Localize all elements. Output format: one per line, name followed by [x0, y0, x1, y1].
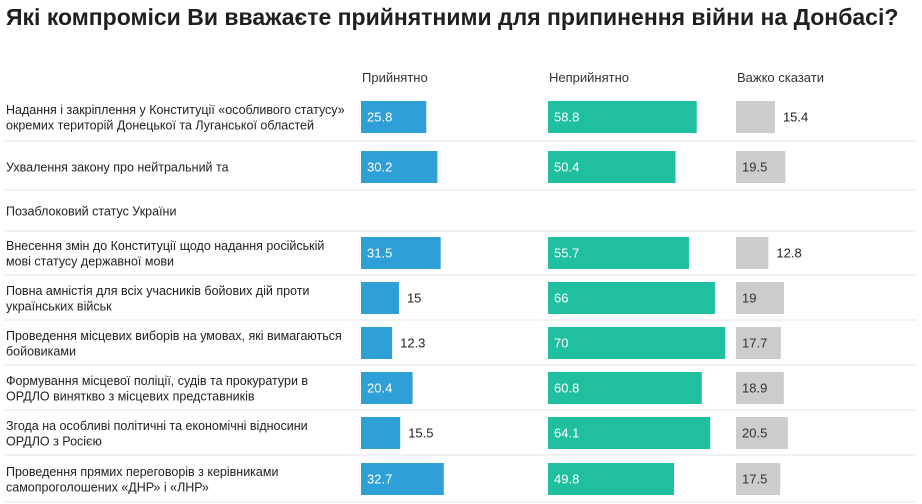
bar-Важко сказати	[736, 151, 786, 183]
bar-Неприйнятно	[548, 372, 702, 404]
data-label: 25.8	[367, 110, 392, 125]
data-label: 55.7	[554, 246, 579, 261]
bar-Прийнятно	[361, 101, 427, 133]
bar-Важко сказати	[736, 372, 784, 404]
row-label: Внесення змін до Конституції щодо наданн…	[6, 239, 324, 269]
data-label: 32.7	[367, 472, 392, 487]
bar-Важко сказати	[736, 417, 788, 449]
row-label: Позаблоковий статус України	[6, 205, 176, 219]
bar-Неприйнятно	[548, 282, 715, 314]
data-label: 15	[407, 291, 421, 306]
column-header-0: Прийнятно	[362, 70, 428, 85]
row-label: Проведення місцевих виборів на умовах, я…	[6, 329, 342, 359]
bar-Прийнятно	[361, 151, 438, 183]
data-label: 20.4	[367, 381, 392, 396]
bar-Неприйнятно	[548, 151, 676, 183]
bar-Прийнятно	[361, 327, 393, 359]
data-label: 19	[742, 291, 756, 306]
bar-Неприйнятно	[548, 463, 674, 495]
data-label: 30.2	[367, 160, 392, 175]
bar-Прийнятно	[361, 372, 413, 404]
row-label: Формування місцевої поліції, судів та пр…	[6, 374, 308, 404]
bar-Прийнятно	[361, 417, 401, 449]
bar-Прийнятно	[361, 463, 444, 495]
bar-Важко сказати	[736, 101, 775, 133]
row-label: Згода на особливі політичні та економічн…	[6, 419, 308, 449]
bar-Неприйнятно	[548, 237, 689, 269]
data-label: 58.8	[554, 110, 579, 125]
data-label: 12.8	[776, 246, 801, 261]
column-header-1: Неприйнятно	[549, 70, 629, 85]
column-header-2: Важко сказати	[737, 70, 824, 85]
data-label: 49.8	[554, 472, 579, 487]
data-label: 12.3	[400, 336, 425, 351]
data-label: 70	[554, 336, 568, 351]
data-label: 19.5	[742, 160, 767, 175]
bar-Неприйнятно	[548, 417, 711, 449]
data-label: 60.8	[554, 381, 579, 396]
bar-Прийнятно	[361, 282, 399, 314]
chart-title: Які компроміси Ви вважаєте прийнятними д…	[6, 4, 899, 30]
data-label: 50.4	[554, 160, 579, 175]
row-label: Надання і закріплення у Конституції «осо…	[6, 103, 345, 133]
data-label: 18.9	[742, 381, 767, 396]
data-label: 17.7	[742, 336, 767, 351]
bar-Важко сказати	[736, 463, 781, 495]
bar-Важко сказати	[736, 237, 769, 269]
data-label: 15.4	[783, 110, 808, 125]
bar-Неприйнятно	[548, 327, 726, 359]
bar-Прийнятно	[361, 237, 441, 269]
data-label: 64.1	[554, 426, 579, 441]
row-label: Проведення прямих переговорів з керівник…	[6, 465, 278, 495]
bar-Неприйнятно	[548, 101, 697, 133]
data-label: 20.5	[742, 426, 767, 441]
bar-Важко сказати	[736, 282, 785, 314]
row-label: Ухвалення закону про нейтральний та	[6, 161, 229, 175]
data-label: 17.5	[742, 472, 767, 487]
data-label: 15.5	[408, 426, 433, 441]
data-label: 66	[554, 291, 568, 306]
bar-Важко сказати	[736, 327, 781, 359]
row-label: Повна амністія для всіх учасників бойови…	[6, 284, 309, 314]
data-label: 31.5	[367, 246, 392, 261]
